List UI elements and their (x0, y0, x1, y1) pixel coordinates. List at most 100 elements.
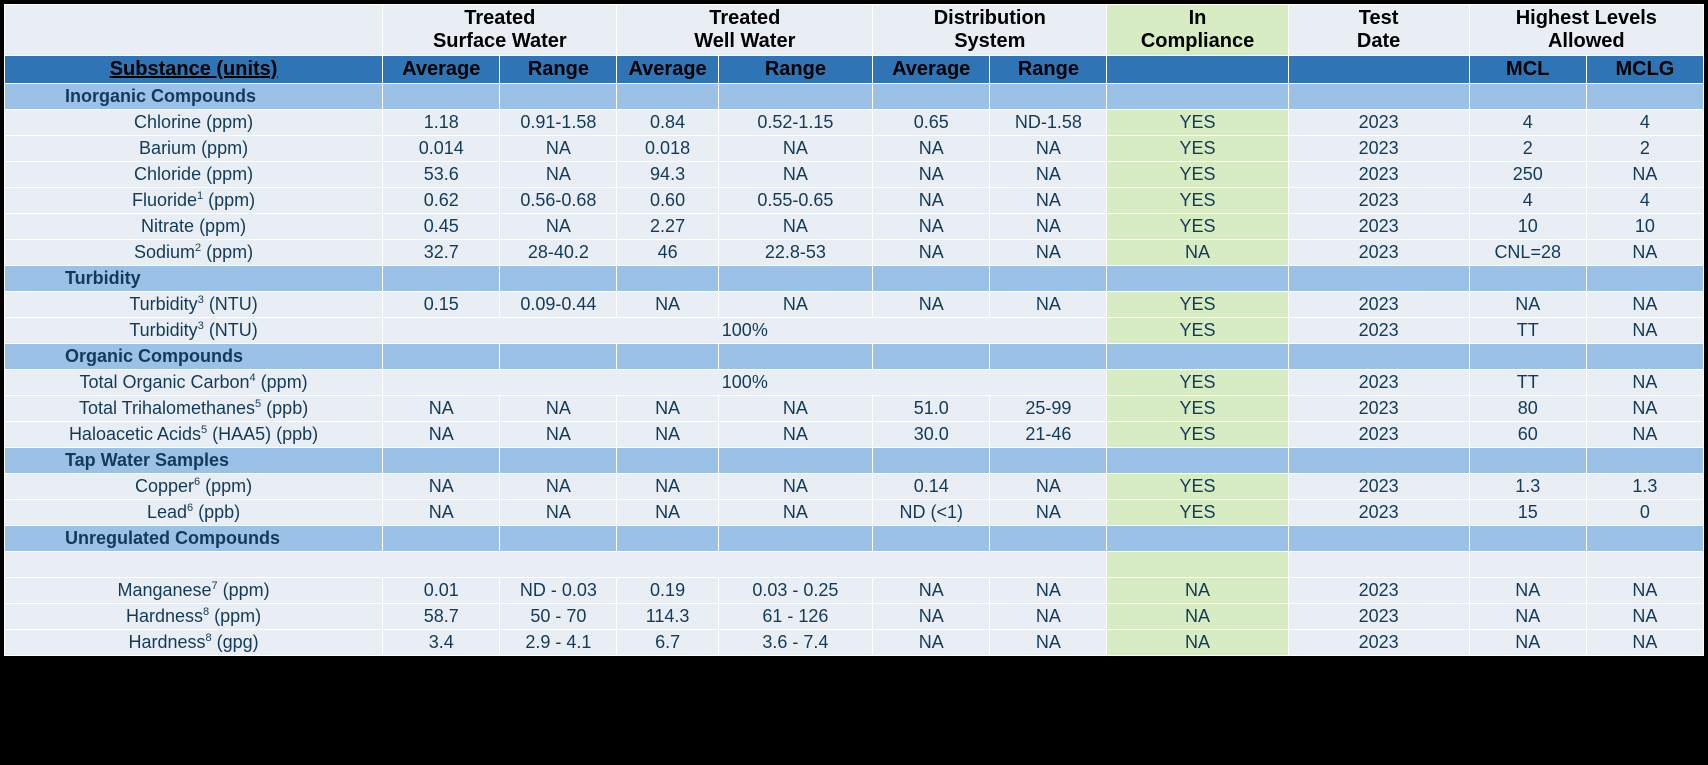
section-header: Organic Compounds (5, 344, 1704, 370)
ds-range: NA (990, 214, 1107, 240)
ww-avg: 46 (617, 240, 718, 266)
test-date: 2023 (1288, 214, 1469, 240)
mclg: NA (1586, 292, 1703, 318)
ww-range: NA (718, 292, 872, 318)
ww-range: 3.6 - 7.4 (718, 630, 872, 656)
ds-range: NA (990, 136, 1107, 162)
sw-range: 0.09-0.44 (500, 292, 617, 318)
sw-avg: NA (383, 500, 500, 526)
mcl: NA (1469, 630, 1586, 656)
mclg: NA (1586, 370, 1703, 396)
mcl: NA (1469, 604, 1586, 630)
header-distribution: DistributionSystem (873, 5, 1107, 56)
sw-avg: NA (383, 474, 500, 500)
sw-range: NA (500, 500, 617, 526)
mclg: NA (1586, 318, 1703, 344)
sw-range: 28-40.2 (500, 240, 617, 266)
compliance: YES (1107, 214, 1288, 240)
compliance: YES (1107, 370, 1288, 396)
header-row-2: Substance (units) Average Range Average … (5, 56, 1704, 84)
header-test-date: TestDate (1288, 5, 1469, 56)
sw-avg: 0.014 (383, 136, 500, 162)
substance-name: Haloacetic Acids5 (HAA5) (ppb) (5, 422, 383, 448)
ww-range: NA (718, 136, 872, 162)
ds-range: NA (990, 474, 1107, 500)
mclg: 4 (1586, 188, 1703, 214)
mcl: 10 (1469, 214, 1586, 240)
sw-avg: 58.7 (383, 604, 500, 630)
data-row: Chloride (ppm)53.6NA94.3NANANAYES2023250… (5, 162, 1704, 188)
ds-avg: NA (873, 630, 990, 656)
header-sw-avg: Average (383, 56, 500, 84)
ww-range: 0.03 - 0.25 (718, 578, 872, 604)
substance-name: Hardness8 (ppm) (5, 604, 383, 630)
ww-avg: 0.018 (617, 136, 718, 162)
test-date: 2023 (1288, 474, 1469, 500)
ww-range: NA (718, 500, 872, 526)
ww-avg: 2.27 (617, 214, 718, 240)
ds-range: NA (990, 604, 1107, 630)
test-date: 2023 (1288, 578, 1469, 604)
ww-avg: 94.3 (617, 162, 718, 188)
header-highest-levels: Highest LevelsAllowed (1469, 5, 1703, 56)
compliance: YES (1107, 136, 1288, 162)
compliance: YES (1107, 422, 1288, 448)
sw-avg: 0.01 (383, 578, 500, 604)
sw-avg: 32.7 (383, 240, 500, 266)
substance-name: Sodium2 (ppm) (5, 240, 383, 266)
sw-range: NA (500, 422, 617, 448)
ds-avg: ND (<1) (873, 500, 990, 526)
ww-avg: NA (617, 292, 718, 318)
compliance: YES (1107, 318, 1288, 344)
compliance: NA (1107, 604, 1288, 630)
sw-range: NA (500, 214, 617, 240)
header-substance: Substance (units) (5, 56, 383, 84)
mcl: CNL=28 (1469, 240, 1586, 266)
sw-avg: 1.18 (383, 110, 500, 136)
substance-name: Copper6 (ppm) (5, 474, 383, 500)
section-title: Inorganic Compounds (5, 84, 383, 110)
header-ds-range: Range (990, 56, 1107, 84)
ww-range: 61 - 126 (718, 604, 872, 630)
substance-name: Total Trihalomethanes5 (ppb) (5, 396, 383, 422)
header-mcl: MCL (1469, 56, 1586, 84)
ds-avg: NA (873, 292, 990, 318)
data-row: Hardness8 (ppm)58.750 - 70114.361 - 126N… (5, 604, 1704, 630)
mcl: 4 (1469, 110, 1586, 136)
section-title: Organic Compounds (5, 344, 383, 370)
mcl: 4 (1469, 188, 1586, 214)
test-date: 2023 (1288, 500, 1469, 526)
ds-range: NA (990, 240, 1107, 266)
ww-range: NA (718, 474, 872, 500)
compliance: NA (1107, 578, 1288, 604)
mclg: NA (1586, 396, 1703, 422)
ds-avg: NA (873, 162, 990, 188)
compliance: YES (1107, 162, 1288, 188)
substance-name: Turbidity3 (NTU) (5, 292, 383, 318)
sw-avg: 0.62 (383, 188, 500, 214)
compliance: NA (1107, 240, 1288, 266)
ds-avg: 30.0 (873, 422, 990, 448)
sw-range: NA (500, 474, 617, 500)
compliance: YES (1107, 110, 1288, 136)
data-row: Chlorine (ppm)1.180.91-1.580.840.52-1.15… (5, 110, 1704, 136)
ds-avg: 51.0 (873, 396, 990, 422)
compliance: YES (1107, 292, 1288, 318)
ww-avg: 6.7 (617, 630, 718, 656)
header-treated-well: TreatedWell Water (617, 5, 873, 56)
mcl: 60 (1469, 422, 1586, 448)
header-ww-avg: Average (617, 56, 718, 84)
ds-range: NA (990, 500, 1107, 526)
ds-avg: NA (873, 240, 990, 266)
test-date: 2023 (1288, 318, 1469, 344)
test-date: 2023 (1288, 188, 1469, 214)
test-date: 2023 (1288, 292, 1469, 318)
ww-range: 0.52-1.15 (718, 110, 872, 136)
data-row: Nitrate (ppm)0.45NA2.27NANANAYES20231010 (5, 214, 1704, 240)
ww-avg: 0.60 (617, 188, 718, 214)
mclg: 2 (1586, 136, 1703, 162)
ds-avg: 0.14 (873, 474, 990, 500)
test-date: 2023 (1288, 110, 1469, 136)
substance-name: Manganese7 (ppm) (5, 578, 383, 604)
test-date: 2023 (1288, 630, 1469, 656)
